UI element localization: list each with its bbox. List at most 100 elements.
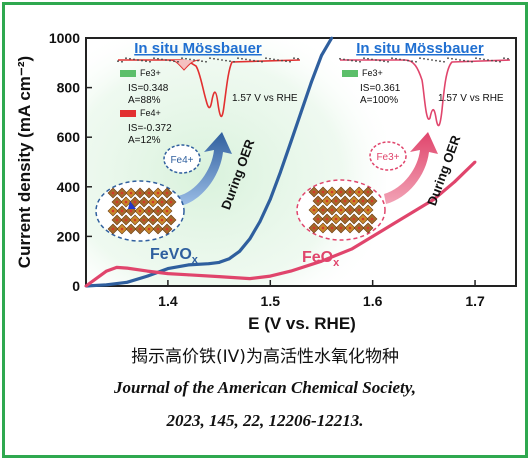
crystal-atom bbox=[165, 191, 169, 195]
crystal-atom bbox=[111, 191, 115, 195]
spectrum-datapoint bbox=[197, 59, 199, 62]
crystal-atom bbox=[357, 208, 361, 212]
y-tick-label: 200 bbox=[57, 228, 81, 244]
data-point-feox bbox=[248, 277, 252, 280]
crystal-atom bbox=[325, 199, 329, 203]
spectrum-datapoint bbox=[165, 59, 167, 61]
crystal-highlight bbox=[128, 201, 136, 209]
spectrum-datapoint bbox=[507, 57, 509, 60]
spectrum-datapoint bbox=[423, 57, 425, 60]
spectrum-datapoint bbox=[363, 57, 365, 60]
legend-fe4-is: IS=-0.372 bbox=[128, 123, 172, 134]
spectrum-datapoint bbox=[427, 58, 429, 61]
spectrum-datapoint bbox=[269, 57, 271, 60]
data-point-fevox bbox=[207, 262, 211, 266]
legend-fe3-a: A=88% bbox=[128, 95, 161, 106]
spectrum-datapoint bbox=[277, 59, 279, 61]
spectrum-datapoint bbox=[351, 59, 353, 62]
crystal-atom bbox=[120, 209, 124, 213]
data-point-feox bbox=[371, 235, 375, 238]
caption-citation: 2023, 145, 22, 12206-12213. bbox=[166, 411, 364, 430]
spectrum-datapoint bbox=[451, 57, 453, 60]
crystal-atom bbox=[330, 190, 334, 194]
crystal-atom bbox=[138, 209, 142, 213]
x-tick-label: 1.5 bbox=[261, 293, 281, 309]
spectrum-datapoint bbox=[375, 59, 377, 61]
spectrum-datapoint bbox=[391, 57, 393, 60]
crystal-atom bbox=[334, 199, 338, 203]
data-point-fevox bbox=[289, 140, 293, 144]
spectrum-datapoint bbox=[293, 57, 295, 60]
spectrum-datapoint bbox=[149, 60, 151, 63]
data-point-feox bbox=[453, 180, 456, 184]
spectrum-datapoint bbox=[407, 59, 409, 62]
crystal-atom bbox=[129, 227, 133, 231]
spectrum-datapoint bbox=[459, 59, 461, 61]
spectrum-datapoint bbox=[281, 59, 283, 62]
feox-crystal-structure bbox=[308, 186, 378, 234]
crystal-atom bbox=[312, 208, 316, 212]
crystal-atom bbox=[129, 209, 133, 213]
spectrum-datapoint bbox=[383, 60, 385, 63]
spectrum-datapoint bbox=[233, 60, 235, 63]
data-point-feox bbox=[320, 259, 323, 263]
crystal-atom bbox=[120, 191, 124, 195]
spectrum-datapoint bbox=[225, 59, 227, 62]
data-point-feox bbox=[289, 269, 293, 273]
crystal-atom bbox=[343, 199, 347, 203]
spectrum-datapoint bbox=[237, 57, 239, 60]
crystal-atom bbox=[142, 200, 146, 204]
spectrum-datapoint bbox=[479, 57, 481, 60]
caption-journal: Journal of the American Chemical Society… bbox=[114, 378, 416, 397]
data-point-fevox bbox=[309, 81, 313, 85]
spectrum-datapoint bbox=[495, 60, 497, 63]
spectrum-datapoint bbox=[245, 58, 247, 61]
fe3-badge-label: Fe3+ bbox=[376, 152, 399, 163]
spectrum-datapoint bbox=[289, 60, 291, 63]
data-point-feox bbox=[166, 272, 170, 275]
spectrum-datapoint bbox=[253, 59, 255, 62]
spectrum-datapoint bbox=[181, 57, 183, 60]
data-point-fevox bbox=[227, 257, 231, 261]
spectrum-datapoint bbox=[475, 57, 477, 60]
crystal-atom bbox=[160, 218, 164, 222]
inset-right-title: In situ Mössbauer bbox=[356, 40, 484, 57]
spectrum-datapoint bbox=[491, 59, 493, 62]
crystal-atom bbox=[352, 217, 356, 221]
inset-right-spectrum bbox=[340, 59, 511, 127]
spectrum-datapoint bbox=[229, 60, 231, 63]
crystal-atom bbox=[129, 191, 133, 195]
spectrum-datapoint bbox=[209, 57, 211, 60]
legend-fe4-label: Fe4+ bbox=[140, 108, 161, 118]
crystal-atom bbox=[348, 226, 352, 230]
crystal-atom bbox=[321, 226, 325, 230]
crystal-atom bbox=[156, 209, 160, 213]
crystal-atom bbox=[330, 208, 334, 212]
data-point-fevox bbox=[258, 220, 262, 223]
x-tick-label: 1.4 bbox=[158, 293, 178, 309]
data-point-fevox bbox=[248, 237, 252, 241]
crystal-atom bbox=[370, 217, 374, 221]
data-point-feox bbox=[84, 284, 88, 288]
crystal-atom bbox=[169, 200, 173, 204]
inset-left-title: In situ Mössbauer bbox=[134, 40, 262, 57]
spectrum-datapoint bbox=[467, 60, 469, 63]
data-point-feox bbox=[115, 266, 119, 269]
data-point-fevox bbox=[279, 170, 282, 174]
spectrum-datapoint bbox=[129, 57, 131, 60]
spectrum-datapoint bbox=[273, 58, 275, 61]
legend-fe3-label: Fe3+ bbox=[140, 68, 161, 78]
spectrum-datapoint bbox=[117, 60, 119, 63]
data-point-fevox bbox=[217, 261, 221, 264]
series-label-fevox-sub: x bbox=[192, 254, 199, 266]
fe3-badge bbox=[369, 141, 407, 171]
crystal-atom bbox=[124, 200, 128, 204]
crystal-atom bbox=[366, 226, 370, 230]
crystal-atom bbox=[138, 191, 142, 195]
spectrum-datapoint bbox=[435, 59, 437, 62]
data-point-feox bbox=[186, 273, 190, 277]
crystal-atom bbox=[156, 227, 160, 231]
spectrum-datapoint bbox=[355, 60, 357, 63]
plot-area bbox=[85, 37, 517, 287]
